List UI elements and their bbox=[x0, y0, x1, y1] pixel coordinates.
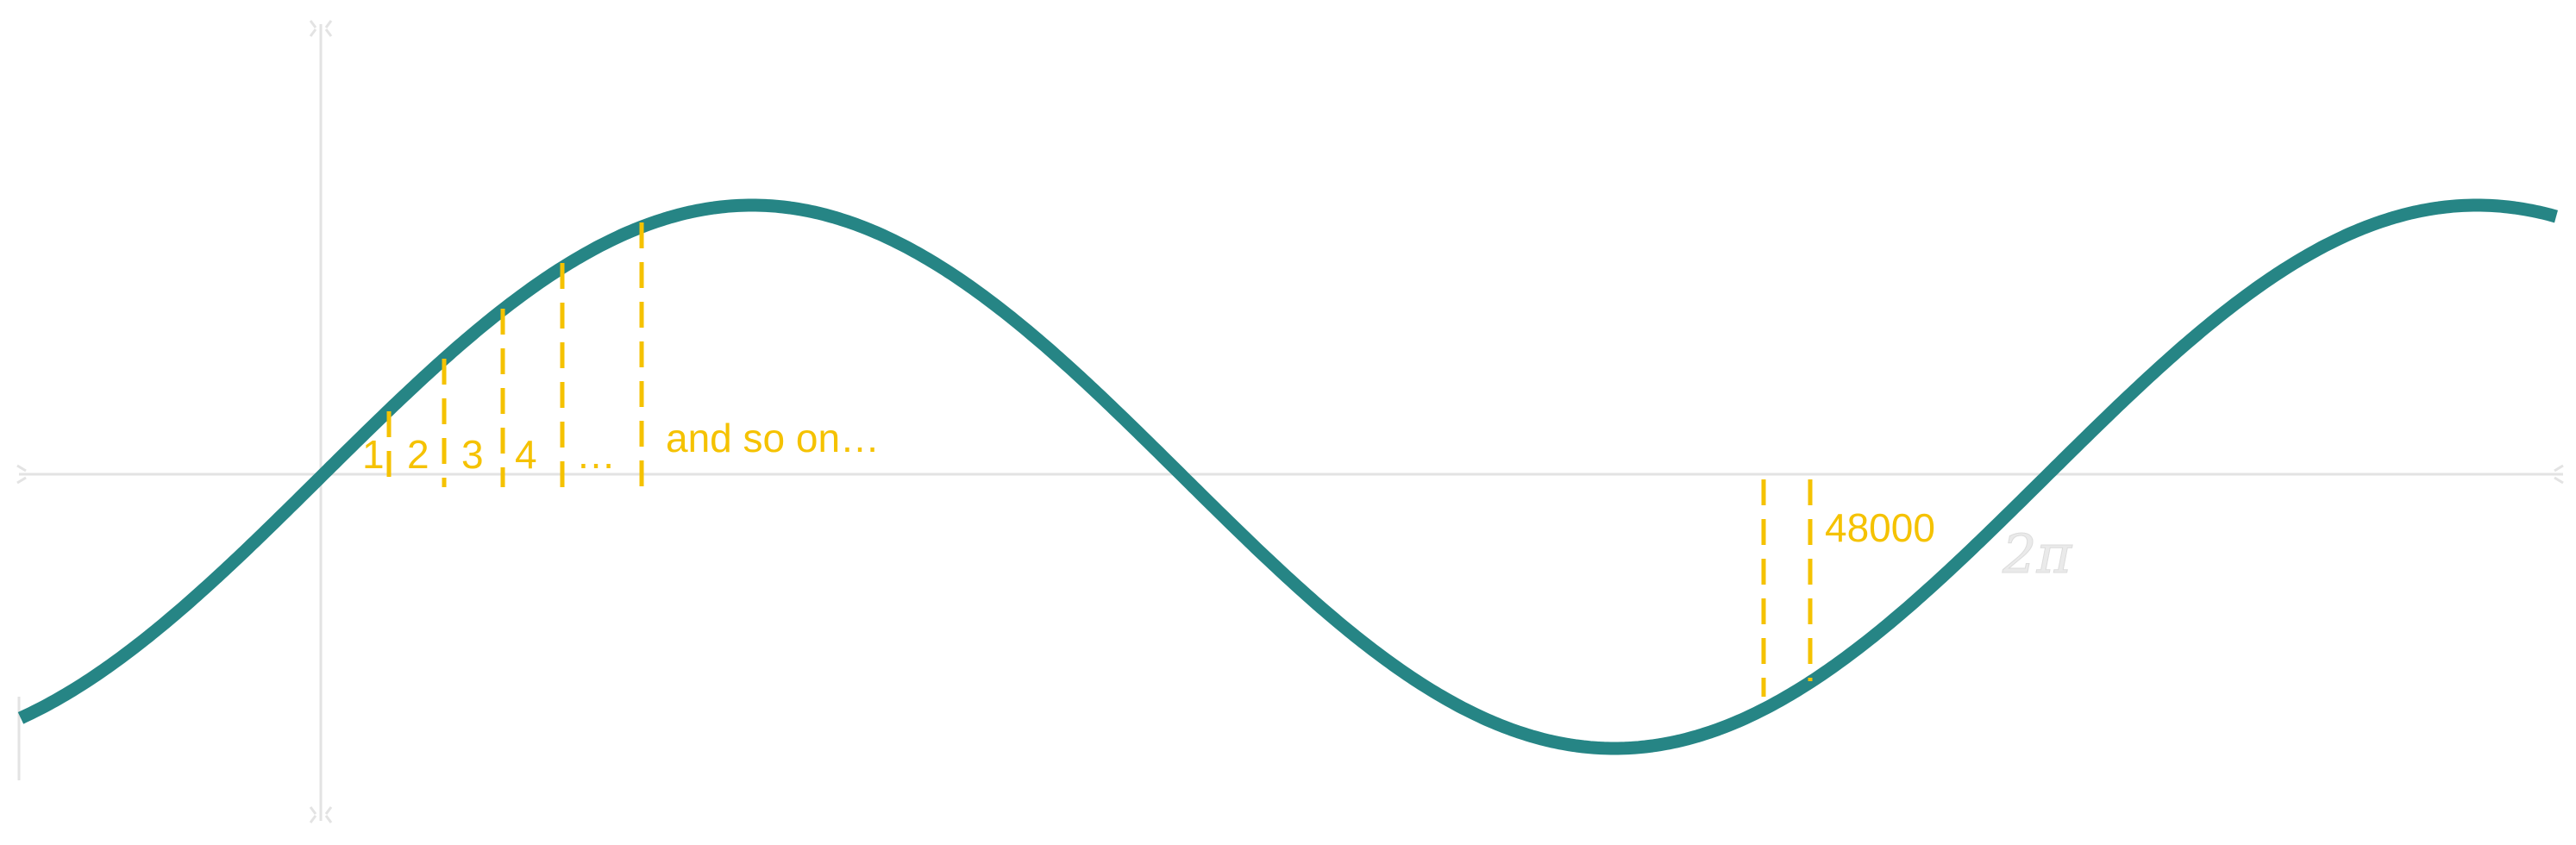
sample-label-2: 2 bbox=[407, 432, 429, 477]
sine-wave bbox=[17, 198, 2560, 755]
axes bbox=[16, 20, 2564, 823]
sample-label-3: 3 bbox=[461, 432, 484, 477]
sample-labels: 1 2 3 4 … and so on… 48000 bbox=[362, 416, 1935, 550]
period-label: 2π bbox=[2002, 523, 2072, 585]
continuation-label: and so on… bbox=[666, 416, 880, 460]
sample-label-1: 1 bbox=[362, 432, 385, 477]
x-axis-left-arrow-icon bbox=[16, 464, 27, 485]
y-axis-top-arrow-icon bbox=[309, 20, 333, 37]
x-axis-right-arrow-icon bbox=[2554, 464, 2564, 485]
sample-lines bbox=[386, 222, 1813, 697]
last-sample-label: 48000 bbox=[1825, 505, 1935, 550]
y-axis-bottom-arrow-icon bbox=[309, 806, 333, 823]
sample-label-4: 4 bbox=[515, 432, 537, 477]
sample-label-ellipsis: … bbox=[576, 432, 616, 477]
